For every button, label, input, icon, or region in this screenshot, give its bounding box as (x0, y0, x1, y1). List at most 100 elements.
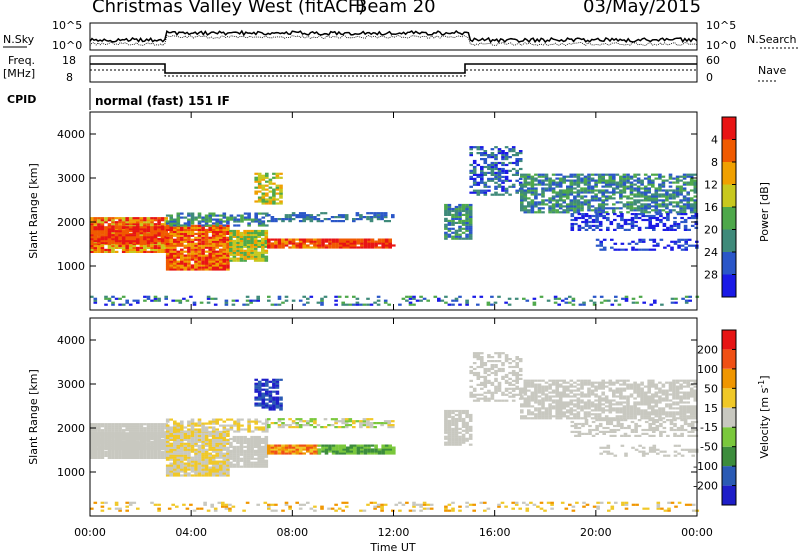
rti-cell (302, 238, 306, 241)
rti-cell (584, 214, 589, 218)
rti-cell (658, 205, 662, 208)
rti-cell (681, 297, 685, 300)
rti-cell (160, 228, 165, 231)
rti-cell (686, 183, 690, 186)
rti-cell (494, 371, 498, 375)
rti-cell (114, 450, 119, 454)
rti-cell (125, 446, 129, 449)
rti-cell (515, 385, 519, 388)
rti-cell (139, 221, 144, 224)
rti-cell (306, 238, 310, 241)
rti-cell (208, 444, 212, 447)
rti-cell (377, 240, 382, 243)
rti-cell (194, 236, 198, 239)
rti-cell (451, 215, 455, 218)
rti-cell (97, 219, 101, 222)
rti-cell (465, 427, 469, 430)
rti-cell (583, 187, 588, 190)
rti-cell (476, 399, 481, 402)
rti-cell (180, 444, 184, 447)
rti-cell (465, 209, 469, 213)
rti-cell (194, 268, 198, 271)
rti-cell (97, 230, 101, 233)
rti-cell (291, 422, 296, 425)
rti-cell (219, 470, 223, 473)
rti-cell (136, 423, 140, 426)
rti-cell (204, 436, 209, 439)
rti-cell (229, 463, 233, 466)
rti-cell (169, 458, 173, 461)
rti-cell (291, 214, 296, 217)
rti-cell (277, 444, 282, 447)
rti-cell (197, 424, 202, 427)
rti-cell (274, 452, 278, 455)
rti-cell (504, 158, 509, 161)
rti-cell (118, 238, 122, 241)
rti-cell (612, 203, 616, 206)
rti-cell (580, 189, 584, 192)
rti-cell (504, 389, 509, 392)
rti-cell (520, 405, 524, 408)
rti-cell (331, 246, 336, 249)
rti-cell (497, 360, 502, 363)
rti-cell (173, 472, 177, 475)
rti-cell (150, 452, 154, 455)
rti-cell (201, 474, 205, 477)
rti-cell (342, 446, 346, 449)
rti-cell (388, 450, 392, 453)
rti-cell (620, 226, 624, 229)
rti-cell (454, 231, 459, 234)
rti-cell (497, 169, 502, 172)
rti-cell (320, 303, 324, 306)
rti-cell (211, 426, 216, 429)
rti-cell (125, 234, 129, 237)
rti-cell (501, 393, 505, 396)
rti-cell (447, 429, 452, 432)
rti-cell (298, 214, 303, 217)
rti-cell (328, 446, 332, 449)
rti-cell (215, 438, 219, 441)
rti-cell (635, 301, 639, 304)
rti-cell (331, 450, 336, 453)
rti-cell (118, 228, 122, 231)
rti-cell (629, 187, 634, 190)
rti-cell (104, 448, 108, 451)
rti-cell (601, 179, 605, 182)
rti-cell (328, 240, 332, 243)
rti-cell (622, 203, 627, 206)
rti-cell (139, 432, 144, 435)
rti-cell (362, 216, 367, 219)
rti-cell (497, 171, 502, 174)
rti-cell (595, 244, 600, 247)
rti-cell (190, 424, 195, 427)
rti-cell (302, 218, 306, 221)
rti-cell (257, 459, 261, 462)
rti-cell (219, 262, 223, 265)
rti-cell (515, 154, 519, 157)
rti-cell (264, 461, 269, 464)
rti-cell (694, 213, 699, 216)
rti-cell (132, 246, 137, 249)
rti-cell (157, 250, 161, 253)
rti-cell (222, 250, 227, 253)
rti-cell (588, 220, 592, 224)
rti-cell (419, 295, 423, 298)
rti-cell (458, 431, 462, 434)
rti-cell (257, 443, 261, 446)
rti-cell (257, 224, 262, 227)
rti-cell (180, 474, 184, 477)
rti-cell (541, 191, 545, 194)
rti-cell (261, 257, 265, 260)
rti-cell (197, 446, 202, 449)
rti-cell (173, 240, 177, 243)
rti-cell (204, 460, 209, 463)
rti-cell (150, 238, 154, 241)
rti-cell (143, 446, 147, 449)
rti-cell (243, 229, 247, 233)
rti-cell (250, 439, 254, 443)
rti-cell (246, 257, 251, 260)
rti-cell (201, 242, 205, 245)
rti-cell (173, 474, 177, 477)
rti-cell (261, 457, 265, 460)
rti-cell (606, 213, 610, 216)
